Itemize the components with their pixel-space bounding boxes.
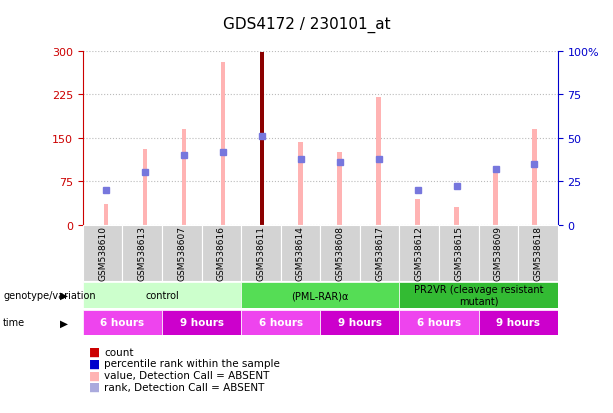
Text: GSM538608: GSM538608 (335, 225, 345, 280)
Text: count: count (104, 347, 134, 357)
Bar (123, 225, 162, 281)
Bar (281, 225, 321, 281)
Text: ■: ■ (89, 357, 100, 370)
Text: time: time (3, 318, 25, 328)
Text: GDS4172 / 230101_at: GDS4172 / 230101_at (223, 17, 390, 33)
Text: percentile rank within the sample: percentile rank within the sample (104, 358, 280, 368)
Bar (400, 225, 439, 281)
Bar (479, 225, 518, 281)
Bar (416, 199, 420, 225)
Bar (321, 225, 360, 281)
Bar (439, 225, 479, 281)
Text: GSM538612: GSM538612 (415, 225, 424, 280)
Text: GSM538616: GSM538616 (217, 225, 226, 280)
Text: GSM538617: GSM538617 (375, 225, 384, 280)
Bar (454, 208, 459, 225)
Bar (83, 310, 162, 335)
Bar (221, 63, 226, 225)
Bar (202, 225, 241, 281)
Text: ▶: ▶ (60, 290, 68, 300)
Bar (162, 310, 241, 335)
Bar (181, 130, 186, 225)
Text: GSM538613: GSM538613 (138, 225, 147, 280)
Bar (337, 153, 342, 225)
Bar (241, 310, 321, 335)
Text: 6 hours: 6 hours (417, 318, 461, 328)
Text: ■: ■ (89, 345, 100, 358)
Text: 6 hours: 6 hours (101, 318, 145, 328)
Text: control: control (145, 290, 179, 300)
Text: 9 hours: 9 hours (180, 318, 224, 328)
Text: rank, Detection Call = ABSENT: rank, Detection Call = ABSENT (104, 382, 265, 392)
Text: ■: ■ (89, 380, 100, 393)
Bar (143, 150, 147, 225)
Bar (83, 282, 241, 308)
Text: 9 hours: 9 hours (338, 318, 382, 328)
Text: ▶: ▶ (60, 318, 68, 328)
Bar (360, 225, 400, 281)
Bar (83, 225, 123, 281)
Bar (162, 225, 202, 281)
Bar (299, 142, 303, 225)
Bar (321, 310, 400, 335)
Bar (532, 130, 537, 225)
Text: (PML-RAR)α: (PML-RAR)α (292, 290, 349, 300)
Text: PR2VR (cleavage resistant
mutant): PR2VR (cleavage resistant mutant) (414, 285, 543, 306)
Bar (241, 225, 281, 281)
Text: GSM538618: GSM538618 (533, 225, 543, 280)
Text: 6 hours: 6 hours (259, 318, 303, 328)
Text: genotype/variation: genotype/variation (3, 290, 96, 300)
Text: ■: ■ (89, 368, 100, 382)
Bar (241, 282, 400, 308)
Bar (400, 282, 558, 308)
Text: GSM538611: GSM538611 (256, 225, 265, 280)
Text: 9 hours: 9 hours (497, 318, 540, 328)
Bar (518, 225, 558, 281)
Bar (259, 53, 264, 225)
Bar (479, 310, 558, 335)
Bar (376, 98, 381, 225)
Bar (104, 205, 109, 225)
Text: GSM538607: GSM538607 (177, 225, 186, 280)
Text: GSM538609: GSM538609 (494, 225, 503, 280)
Text: GSM538610: GSM538610 (98, 225, 107, 280)
Text: value, Detection Call = ABSENT: value, Detection Call = ABSENT (104, 370, 270, 380)
Bar (493, 167, 498, 225)
Bar (400, 310, 479, 335)
Text: GSM538615: GSM538615 (454, 225, 463, 280)
Text: GSM538614: GSM538614 (296, 225, 305, 280)
